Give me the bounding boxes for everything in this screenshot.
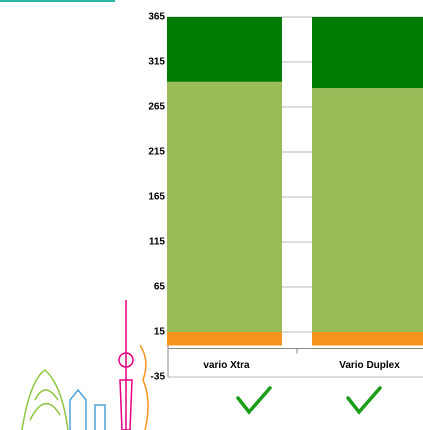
bar-segment [312, 332, 423, 346]
y-tick-label: -35 [151, 372, 166, 383]
bar-segment [312, 88, 423, 332]
bar-segment [167, 332, 282, 346]
y-tick-label: 65 [154, 282, 166, 293]
y-tick-label: 315 [148, 57, 165, 68]
x-tick-label: vario Xtra [203, 360, 250, 371]
bar-segment [312, 17, 423, 89]
bar-segment [167, 17, 282, 82]
y-tick-label: 15 [154, 327, 166, 338]
y-tick-label: 265 [148, 102, 165, 113]
x-tick-label: Vario Duplex [339, 360, 400, 371]
bar-segment [167, 81, 282, 332]
y-tick-label: 365 [148, 12, 165, 23]
check-mark [236, 386, 272, 415]
y-tick-label: 165 [148, 192, 165, 203]
y-tick-label: 215 [148, 147, 165, 158]
check-mark [346, 386, 382, 415]
y-tick-label: 115 [149, 237, 166, 248]
skyline-decoration [21, 300, 149, 430]
